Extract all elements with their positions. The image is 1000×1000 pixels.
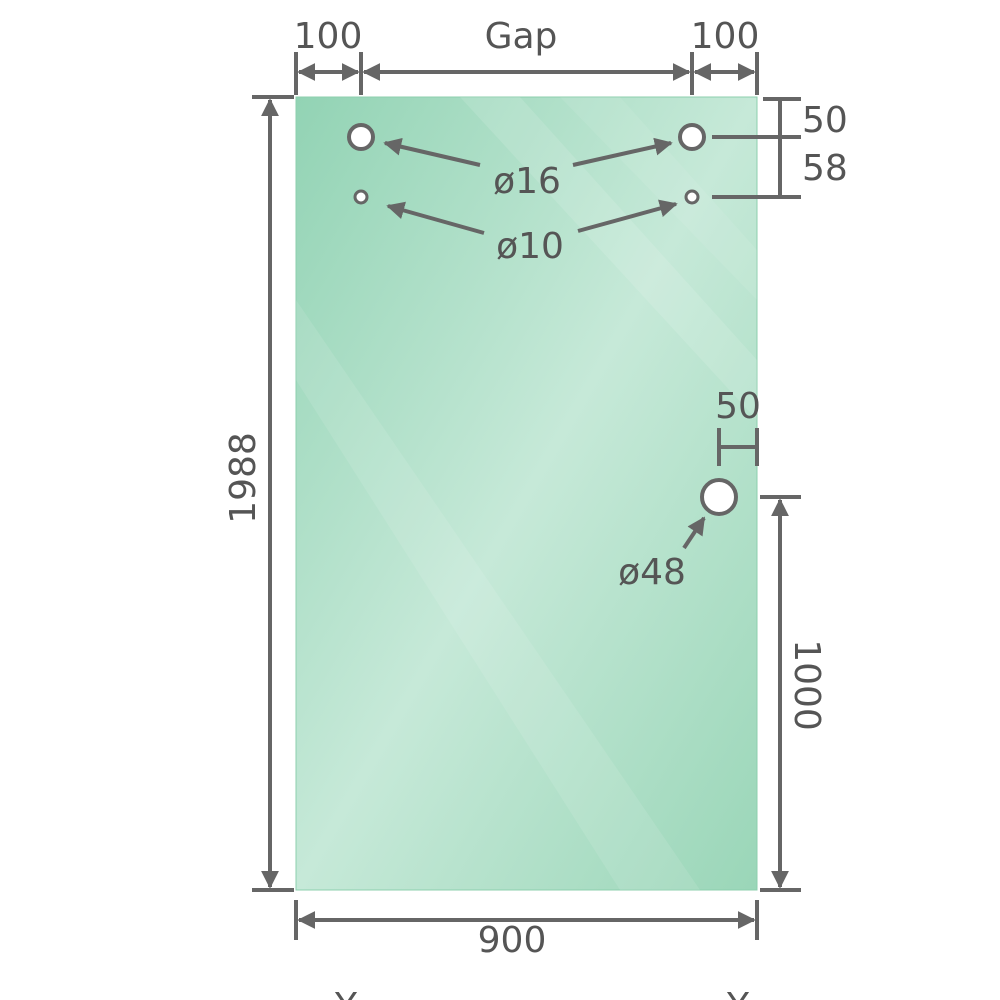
large-holes-label: ø16: [493, 161, 561, 202]
handle-hole-label: ø48: [618, 552, 686, 593]
top-dimension: [294, 52, 759, 95]
width-label: 900: [478, 920, 547, 961]
hole-spacing-label: 58: [802, 148, 848, 189]
bottom-mark-left: Y: [334, 986, 358, 1000]
hole-small-left: [353, 189, 369, 205]
hole-handle: [700, 478, 738, 516]
hole-large-left: [347, 123, 375, 151]
small-holes-label: ø10: [496, 226, 564, 267]
hole-small-right: [684, 189, 700, 205]
right-margin-label: 100: [691, 16, 760, 57]
bottom-mark-right: Y: [726, 986, 750, 1000]
handle-edge-offset-label: 50: [715, 386, 761, 427]
top-offset-label: 50: [802, 100, 848, 141]
gap-label: Gap: [485, 16, 558, 57]
handle-height-label: 1000: [786, 639, 827, 731]
height-label: 1988: [223, 432, 264, 524]
glass-panel: [295, 96, 758, 891]
hole-offset-bracket: [712, 97, 801, 199]
hole-large-right: [678, 123, 706, 151]
left-margin-label: 100: [294, 16, 363, 57]
